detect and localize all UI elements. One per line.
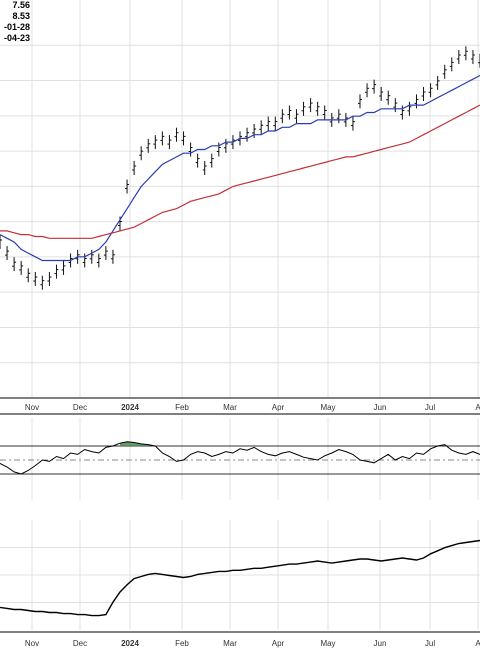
moving-average-long-line: [0, 104, 480, 239]
x-tick-label: Mar: [223, 403, 237, 412]
oscillator-line: [0, 441, 480, 475]
x-tick-label: Jun: [374, 639, 387, 648]
x-tick-label: Jul: [425, 639, 435, 648]
x-tick-label: May: [320, 403, 335, 412]
x-tick-label: 2024: [121, 639, 139, 648]
info-line-2: 8.53: [12, 11, 30, 21]
oscillator-overbought-fill: [120, 441, 149, 446]
x-tick-label: Dec: [73, 639, 87, 648]
moving-average-short-line: [0, 74, 480, 262]
info-line-1: 7.56: [12, 0, 30, 10]
x-tick-label: Nov: [25, 403, 39, 412]
cumulative-line: [0, 539, 480, 617]
x-tick-label: Nov: [25, 639, 39, 648]
info-box: 7.56 8.53 -01-28 -04-23: [0, 0, 30, 44]
info-line-3: -01-28: [3, 22, 30, 32]
x-tick-label: Feb: [175, 403, 189, 412]
x-tick-label: Jul: [425, 403, 435, 412]
x-tick-label: Jun: [374, 403, 387, 412]
x-tick-label: 2024: [121, 403, 139, 412]
info-line-4: -04-23: [3, 33, 30, 43]
x-tick-label: Apr: [272, 639, 285, 648]
x-tick-label: Dec: [73, 403, 87, 412]
x-tick-label: A: [475, 403, 480, 412]
x-tick-label: May: [320, 639, 335, 648]
x-tick-label: Apr: [272, 403, 285, 412]
x-tick-label: Feb: [175, 639, 189, 648]
x-tick-label: Mar: [223, 639, 237, 648]
x-tick-label: A: [475, 639, 480, 648]
